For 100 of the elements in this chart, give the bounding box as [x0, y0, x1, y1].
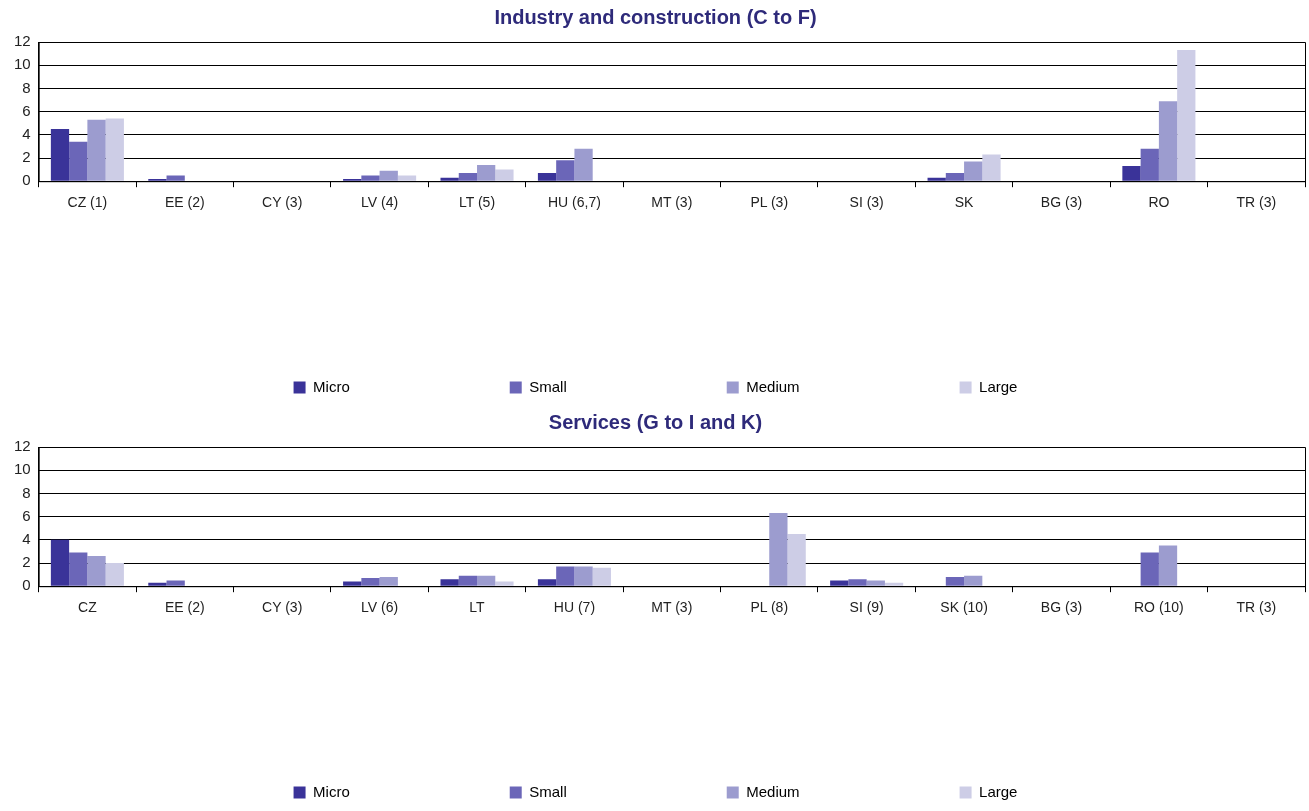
bar [848, 579, 867, 586]
x-tick-label: SI (9) [849, 599, 884, 616]
bar [477, 164, 496, 181]
x-tick-label: MT (3) [651, 599, 693, 616]
y-tick-label: 10 [14, 460, 31, 478]
x-tick-label: HU (6,7) [547, 194, 601, 211]
x-tick-label: PL (8) [750, 599, 789, 616]
bar [148, 582, 167, 586]
bar [592, 567, 611, 586]
bar [884, 582, 904, 586]
bar [361, 578, 380, 586]
bar [105, 118, 124, 181]
bar [1158, 545, 1178, 586]
bar [927, 177, 946, 181]
x-tick-label: LV (4) [361, 194, 399, 211]
legend-label: Medium [746, 782, 800, 800]
bar [982, 154, 1001, 181]
x-tick-label: RO (10) [1133, 599, 1184, 616]
bar [945, 173, 965, 181]
bar [87, 119, 106, 181]
bar [556, 566, 575, 586]
legend-label: Large [979, 377, 1018, 395]
y-tick-label: 6 [22, 506, 31, 524]
bar [769, 513, 788, 586]
x-tick-label: BG (3) [1040, 194, 1083, 211]
y-tick-label: 4 [22, 124, 31, 142]
x-tick-label: LT [469, 599, 486, 616]
bar [379, 576, 398, 586]
x-tick-label: LV (6) [361, 599, 399, 616]
bar [495, 581, 514, 586]
bar [458, 173, 478, 181]
bar [1140, 148, 1159, 181]
x-tick-label: CY (3) [262, 194, 303, 211]
bar [787, 534, 806, 586]
x-tick-label: HU (7) [553, 599, 596, 616]
bar [477, 575, 496, 586]
y-tick-label: 2 [22, 553, 31, 571]
x-tick-label: LT (5) [459, 194, 496, 211]
bar [69, 141, 88, 181]
legend-label: Micro [313, 782, 350, 800]
x-tick-label: EE (2) [164, 194, 205, 211]
y-tick-label: 12 [14, 437, 31, 455]
y-tick-label: 0 [22, 171, 31, 189]
y-tick-label: 0 [22, 576, 31, 594]
x-tick-label: BG (3) [1040, 599, 1083, 616]
legend-label: Medium [746, 377, 800, 395]
bar [574, 566, 593, 586]
bar [440, 579, 459, 586]
x-tick-label: RO [1148, 194, 1170, 211]
x-tick-label: EE (2) [164, 599, 205, 616]
y-tick-label: 6 [22, 101, 31, 119]
legend-label: Small [529, 377, 567, 395]
y-tick-label: 12 [14, 32, 31, 50]
bar [1158, 101, 1178, 181]
bar [964, 575, 983, 586]
bar [945, 576, 965, 586]
bar [574, 148, 593, 181]
bar [537, 173, 557, 181]
bar [166, 580, 185, 586]
bar [379, 170, 398, 181]
bar [440, 177, 459, 181]
x-tick-label: SK [954, 194, 975, 211]
bar [830, 580, 849, 586]
chart-title: Services (G to I and K) [548, 410, 763, 433]
bar [69, 552, 88, 586]
x-tick-label: TR (3) [1236, 599, 1277, 616]
x-tick-label: CY (3) [262, 599, 303, 616]
bar [361, 175, 380, 181]
bar [105, 563, 124, 586]
x-tick-label: MT (3) [651, 194, 693, 211]
legend-label: Small [529, 782, 567, 800]
bar [458, 575, 478, 586]
x-tick-label: CZ [78, 599, 98, 616]
y-tick-label: 8 [22, 483, 31, 501]
bar [397, 175, 417, 181]
y-tick-label: 4 [22, 529, 31, 547]
y-tick-label: 2 [22, 148, 31, 166]
bar [343, 581, 362, 586]
x-tick-label: PL (3) [750, 194, 789, 211]
bar [866, 580, 885, 586]
chart-title: Industry and construction (C to F) [494, 5, 817, 28]
bar [556, 160, 575, 181]
y-tick-label: 10 [14, 55, 31, 73]
x-tick-label: CZ (1) [67, 194, 108, 211]
x-tick-label: SK (10) [940, 599, 988, 616]
bar [495, 169, 514, 181]
y-tick-label: 8 [22, 78, 31, 96]
bar [87, 556, 106, 586]
legend-label: Large [979, 782, 1018, 800]
bar [50, 539, 70, 586]
x-tick-label: TR (3) [1236, 194, 1277, 211]
bar [166, 175, 185, 181]
bar [964, 161, 983, 181]
bar [537, 579, 557, 586]
bar [1140, 552, 1159, 586]
bar [50, 129, 70, 181]
bar [1122, 166, 1141, 181]
bar [1177, 50, 1196, 181]
legend-label: Micro [313, 377, 350, 395]
x-tick-label: SI (3) [849, 194, 884, 211]
